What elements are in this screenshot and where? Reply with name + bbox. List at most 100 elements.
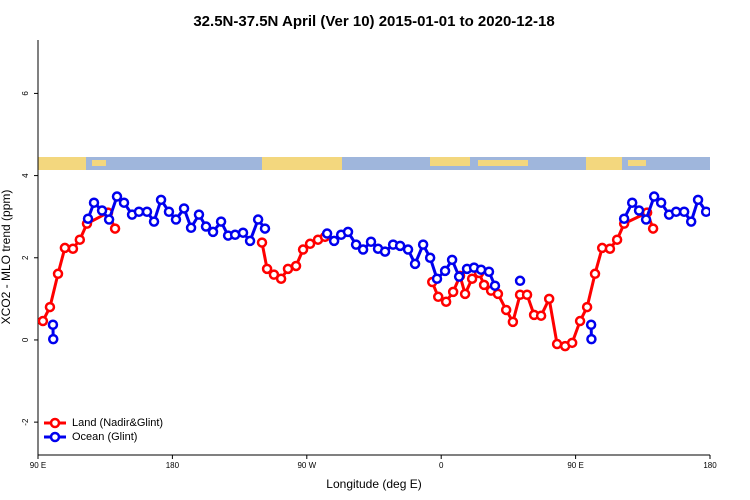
data-point <box>514 275 526 287</box>
data-point <box>259 223 271 234</box>
data-point <box>585 319 597 330</box>
data-point <box>394 240 406 252</box>
data-point <box>483 266 495 277</box>
data-point <box>282 263 294 275</box>
data-point <box>507 316 519 328</box>
data-point <box>82 213 94 224</box>
data-point <box>489 280 501 291</box>
data-point <box>141 206 153 218</box>
data-point <box>163 206 175 218</box>
data-point <box>500 304 512 316</box>
data-point <box>275 273 287 284</box>
x-axis-label: Longitude (deg E) <box>326 477 421 491</box>
data-point <box>52 268 64 280</box>
data-point <box>321 228 333 239</box>
data-point <box>647 223 659 234</box>
y-tick-label: 2 <box>21 255 30 260</box>
data-point <box>566 337 578 349</box>
data-point <box>466 273 478 284</box>
data-point <box>256 237 268 248</box>
data-point <box>74 234 86 245</box>
data-point <box>618 213 630 224</box>
data-point <box>640 214 652 225</box>
data-point <box>297 244 309 255</box>
data-point <box>655 197 667 208</box>
y-tick-label: 0 <box>21 337 30 342</box>
data-point <box>350 239 362 250</box>
data-point <box>379 246 391 257</box>
data-point <box>357 244 369 255</box>
data-point <box>47 333 59 345</box>
data-point <box>432 291 444 303</box>
data-point <box>304 238 316 250</box>
data-point <box>543 293 555 305</box>
x-tick-label: 90 W <box>297 461 316 470</box>
data-point <box>424 252 436 264</box>
data-point <box>447 286 459 298</box>
data-point <box>453 271 465 282</box>
data-point <box>290 260 302 272</box>
legend-marker <box>49 417 61 429</box>
data-point <box>551 338 563 350</box>
y-tick-label: -2 <box>21 418 30 426</box>
data-point <box>155 194 167 206</box>
data-point <box>148 216 160 227</box>
data-point <box>207 226 219 238</box>
data-point <box>439 265 451 277</box>
data-point <box>648 191 660 202</box>
data-point <box>193 209 205 220</box>
data-point <box>626 197 638 208</box>
data-point <box>604 243 616 254</box>
data-point <box>521 289 533 301</box>
chart-title: 32.5N-37.5N April (Ver 10) 2015-01-01 to… <box>193 13 554 30</box>
plot-area <box>38 191 710 352</box>
x-tick-label: 0 <box>439 461 444 470</box>
series-line <box>430 210 655 348</box>
data-point <box>59 242 71 254</box>
data-point <box>44 301 56 313</box>
x-tick-label: 90 E <box>30 461 46 470</box>
data-point <box>178 203 190 214</box>
data-point <box>417 239 429 250</box>
data-point <box>111 191 123 202</box>
data-point <box>459 288 471 300</box>
data-point <box>492 288 504 300</box>
data-point <box>685 216 697 227</box>
data-point <box>692 194 704 206</box>
data-point <box>47 319 59 330</box>
data-point <box>611 234 623 245</box>
data-point <box>133 206 145 218</box>
x-tick-label: 90 E <box>567 461 583 470</box>
land-ocean-strip <box>38 157 710 170</box>
data-point <box>237 227 249 238</box>
y-axis-label: XCO2 - MLO trend (ppm) <box>0 190 13 325</box>
data-point <box>118 197 130 208</box>
y-tick-label: 6 <box>21 91 30 96</box>
data-point <box>103 214 115 225</box>
data-point <box>200 221 212 232</box>
data-point <box>581 301 593 313</box>
data-point <box>478 279 490 291</box>
legend-label: Ocean (Glint) <box>72 431 137 443</box>
data-point <box>185 222 197 234</box>
data-point <box>678 206 690 218</box>
data-point <box>574 315 586 327</box>
data-point <box>215 216 227 227</box>
data-point <box>586 333 597 345</box>
data-point <box>365 236 377 247</box>
data-point <box>67 243 79 254</box>
data-point <box>670 206 682 218</box>
y-tick-label: 4 <box>21 173 30 178</box>
data-point <box>535 310 547 321</box>
data-point <box>244 235 256 247</box>
data-point <box>170 214 182 225</box>
data-point <box>402 244 414 255</box>
data-point <box>589 268 601 280</box>
data-point <box>328 235 340 247</box>
data-point <box>633 205 645 216</box>
legend-label: Land (Nadir&Glint) <box>72 417 163 429</box>
data-point <box>409 258 421 270</box>
data-point <box>342 226 354 238</box>
data-point <box>261 263 273 275</box>
